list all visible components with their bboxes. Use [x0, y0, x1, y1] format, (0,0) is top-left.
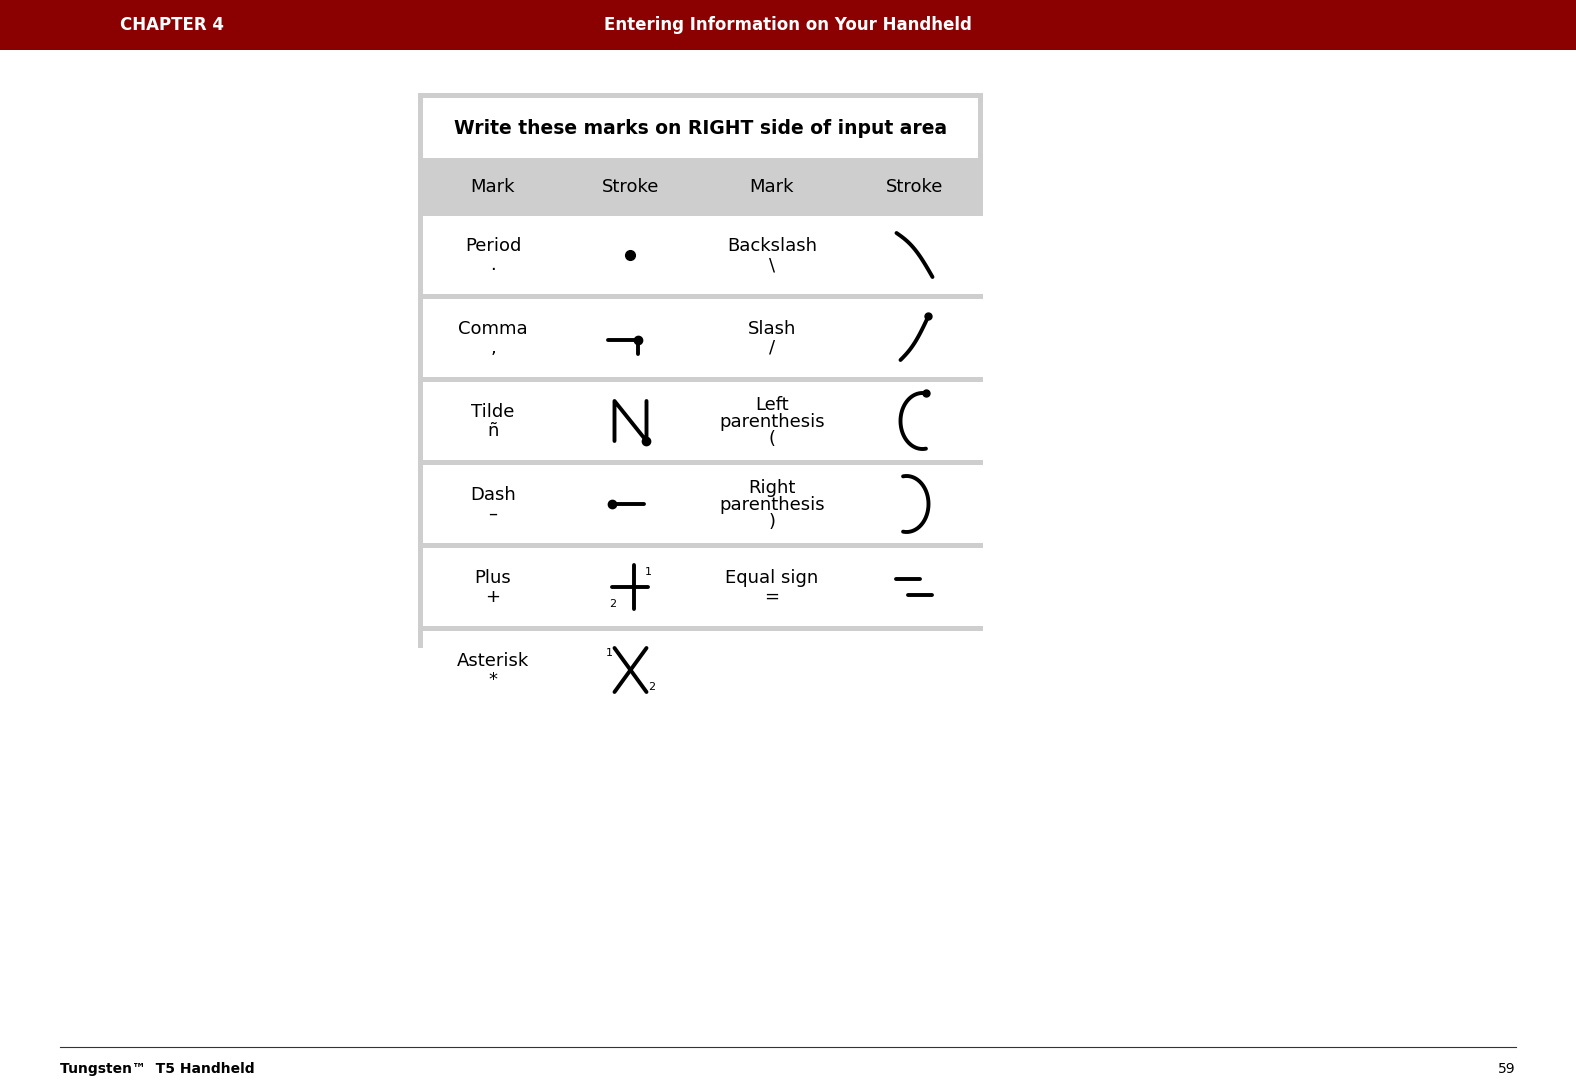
Bar [563, 548, 698, 626]
Bar [846, 299, 983, 377]
Text: Mark: Mark [471, 178, 515, 195]
Bar [563, 465, 698, 543]
Text: Left: Left [755, 396, 790, 414]
Bar [563, 216, 698, 294]
Text: Right: Right [749, 480, 796, 497]
Text: parenthesis: parenthesis [719, 413, 824, 431]
Bar [0, 0, 1576, 50]
Bar [422, 216, 563, 294]
Text: 2: 2 [610, 599, 616, 609]
Text: =: = [764, 588, 780, 606]
Bar [422, 299, 563, 377]
Text: 1: 1 [645, 567, 651, 577]
Text: ,: , [490, 339, 496, 357]
Bar [422, 98, 979, 158]
Bar [563, 299, 698, 377]
Text: Tilde: Tilde [471, 403, 515, 421]
Text: parenthesis: parenthesis [719, 496, 824, 514]
Bar [698, 382, 846, 460]
Text: (: ( [769, 430, 775, 448]
Bar [846, 216, 983, 294]
Text: /: / [769, 339, 775, 357]
Text: Plus: Plus [474, 569, 511, 588]
Text: Period: Period [465, 237, 522, 255]
Bar [846, 631, 983, 708]
Bar [698, 631, 846, 708]
Bar [422, 382, 563, 460]
Bar [698, 548, 846, 626]
Text: Comma: Comma [459, 320, 528, 338]
Text: Slash: Slash [749, 320, 796, 338]
Text: +: + [485, 588, 501, 606]
Bar [563, 631, 698, 708]
Text: 1: 1 [605, 648, 613, 658]
Text: Stroke: Stroke [886, 178, 942, 195]
Text: Stroke: Stroke [602, 178, 659, 195]
Text: 59: 59 [1499, 1062, 1516, 1076]
Bar [418, 93, 983, 648]
Text: *: * [489, 671, 498, 689]
Bar [422, 163, 979, 211]
Text: –: – [489, 505, 498, 523]
Text: Entering Information on Your Handheld: Entering Information on Your Handheld [604, 16, 972, 33]
Bar [422, 548, 563, 626]
Bar [846, 548, 983, 626]
Text: Asterisk: Asterisk [457, 652, 530, 670]
Text: CHAPTER 4: CHAPTER 4 [120, 16, 224, 33]
Bar [698, 465, 846, 543]
Bar [698, 216, 846, 294]
Text: \: \ [769, 256, 775, 274]
Bar [422, 631, 563, 708]
Text: Tungsten™  T5 Handheld: Tungsten™ T5 Handheld [60, 1062, 255, 1076]
Text: 2: 2 [648, 681, 656, 692]
Bar [422, 465, 563, 543]
Text: .: . [490, 256, 496, 274]
Text: Dash: Dash [470, 486, 515, 504]
Bar [846, 382, 983, 460]
Text: ñ: ñ [487, 422, 498, 440]
Bar [846, 465, 983, 543]
Bar [563, 382, 698, 460]
Bar [698, 299, 846, 377]
Text: ): ) [769, 513, 775, 531]
Text: Mark: Mark [750, 178, 794, 195]
Text: Write these marks on RIGHT side of input area: Write these marks on RIGHT side of input… [454, 119, 947, 137]
Text: Backslash: Backslash [727, 237, 816, 255]
Text: Equal sign: Equal sign [725, 569, 818, 588]
